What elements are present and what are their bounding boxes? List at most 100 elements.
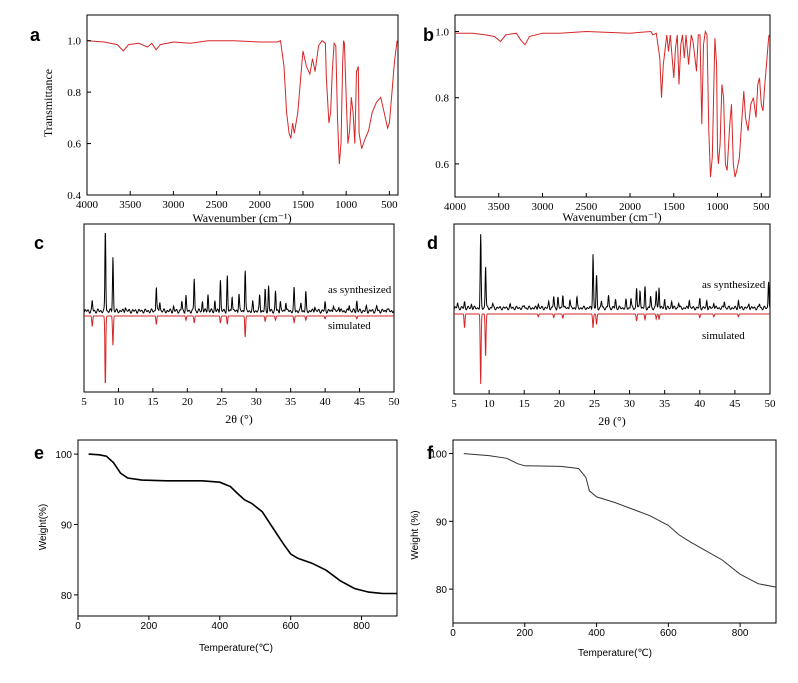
- x-tick-label: 2500: [575, 201, 598, 213]
- x-tick-label: 600: [282, 621, 299, 632]
- x-tick-label: 3000: [162, 199, 185, 211]
- x-axis-label: Wavenumber (cm⁻¹): [192, 211, 291, 225]
- x-ticks: 4000 3500 3000 2500 2000 1500 1000 500: [444, 193, 770, 213]
- x-ticks: 5 10 15 20 25 30 35 40 45 50: [451, 390, 776, 410]
- panel-label: c: [34, 233, 44, 253]
- panel-b: b 4000 3500 3000 2500 2000 1500 1000 500 0.6 0.8…: [423, 14, 771, 224]
- x-ticks: 0 200 400 600 800: [75, 616, 370, 632]
- x-tick-label: 30: [624, 398, 636, 410]
- y-ticks: 0.4 0.6 0.8 1.0: [67, 36, 91, 202]
- x-tick-label: 10: [484, 398, 496, 410]
- x-tick-label: 0: [75, 621, 81, 632]
- x-tick-label: 40: [694, 398, 706, 410]
- panel-d: d 5 10 15 20 25 30 35 40 45 50 as synthesized sim…: [427, 223, 776, 428]
- simulated-pattern: [84, 315, 394, 384]
- y-tick-label: 100: [55, 450, 72, 461]
- panel-a: a 4000 3500 3000 2500 2000 1500 1000 500 0.4 0.6…: [30, 14, 399, 225]
- x-tick-label: 5: [81, 396, 87, 408]
- x-tick-label: 1500: [663, 201, 686, 213]
- x-tick-label: 25: [216, 396, 228, 408]
- x-axis-label: Temperature(℃): [578, 648, 652, 659]
- panel-c: c 5 10 15 20 25 30 35 40 45 50 as synthesized sim…: [34, 223, 400, 426]
- plot-frame: [83, 223, 395, 393]
- x-tick-label: 200: [516, 628, 533, 639]
- panel-e: e 0 200 400 600 800 80 90 100 Temperature(℃) W…: [34, 439, 398, 654]
- x-tick-label: 10: [113, 396, 125, 408]
- x-tick-label: 3000: [532, 201, 555, 213]
- legend-as-synthesized: as synthesized: [702, 279, 766, 291]
- x-tick-label: 3500: [119, 199, 142, 211]
- x-tick-label: 800: [732, 628, 749, 639]
- x-tick-label: 3500: [488, 201, 511, 213]
- x-tick-label: 1000: [335, 199, 358, 211]
- x-tick-label: 45: [729, 398, 741, 410]
- x-axis-label: 2θ (°): [598, 414, 626, 428]
- x-tick-label: 400: [588, 628, 605, 639]
- y-tick-label: 90: [61, 520, 73, 531]
- x-tick-label: 35: [659, 398, 671, 410]
- plot-frame: [452, 439, 777, 624]
- plot-frame: [86, 14, 399, 196]
- ir-spectrum-line: [455, 29, 770, 178]
- y-tick-label: 100: [430, 450, 447, 461]
- y-axis-label: Weight (%): [410, 510, 421, 559]
- x-axis-label: Wavenumber (cm⁻¹): [562, 210, 661, 224]
- x-ticks: 0 200 400 600 800: [450, 623, 749, 639]
- x-tick-label: 50: [389, 396, 401, 408]
- x-tick-label: 20: [182, 396, 194, 408]
- y-tick-label: 0.8: [67, 87, 81, 99]
- y-tick-label: 1.0: [435, 27, 449, 39]
- x-tick-label: 45: [354, 396, 366, 408]
- x-tick-label: 15: [519, 398, 531, 410]
- tga-curve: [88, 453, 397, 595]
- x-tick-label: 25: [589, 398, 601, 410]
- simulated-pattern: [454, 313, 770, 385]
- plot-frame: [77, 439, 398, 617]
- x-tick-label: 400: [211, 621, 228, 632]
- x-tick-label: 5: [451, 398, 457, 410]
- y-axis-label: Transmittance: [41, 69, 55, 137]
- as-synthesized-pattern: [453, 234, 771, 311]
- x-tick-label: 500: [753, 201, 770, 213]
- x-axis-label: Temperature(℃): [199, 643, 273, 654]
- x-ticks: 4000 3500 3000 2500 2000 1500 1000 500: [76, 191, 398, 211]
- x-tick-label: 30: [251, 396, 263, 408]
- x-tick-label: 600: [660, 628, 677, 639]
- x-tick-label: 1000: [707, 201, 730, 213]
- y-ticks: 80 90 100: [430, 450, 453, 596]
- x-ticks: 5 10 15 20 25 30 35 40 45 50: [81, 388, 400, 408]
- x-tick-label: 4000: [444, 201, 467, 213]
- tga-curve: [463, 453, 777, 588]
- y-tick-label: 80: [61, 591, 73, 602]
- plot-frame: [454, 14, 771, 198]
- x-tick-label: 2000: [249, 199, 272, 211]
- panel-label: e: [34, 443, 44, 463]
- panel-label: f: [427, 443, 434, 463]
- y-tick-label: 1.0: [67, 36, 81, 48]
- legend-simulated: simulated: [702, 330, 745, 342]
- x-tick-label: 500: [381, 199, 398, 211]
- legend-simulated: simulated: [328, 320, 371, 332]
- y-tick-label: 0.4: [67, 190, 81, 202]
- x-tick-label: 20: [554, 398, 566, 410]
- y-ticks: 0.6 0.8 1.0: [435, 27, 459, 171]
- y-tick-label: 0.6: [67, 139, 81, 151]
- panel-f: f 0 200 400 600 800 80 90 100 Temperature(℃) W…: [410, 439, 777, 659]
- x-tick-label: 50: [765, 398, 777, 410]
- x-tick-label: 35: [285, 396, 297, 408]
- x-tick-label: 4000: [76, 199, 99, 211]
- x-tick-label: 2500: [206, 199, 229, 211]
- y-tick-label: 90: [436, 517, 448, 528]
- x-tick-label: 200: [141, 621, 158, 632]
- x-tick-label: 1500: [292, 199, 315, 211]
- x-tick-label: 15: [147, 396, 159, 408]
- x-tick-label: 2000: [619, 201, 642, 213]
- as-synthesized-pattern: [83, 232, 395, 314]
- panel-label: d: [427, 233, 438, 253]
- y-ticks: 80 90 100: [55, 450, 78, 602]
- ir-spectrum-line: [86, 39, 398, 165]
- y-tick-label: 0.6: [435, 159, 449, 171]
- y-tick-label: 0.8: [435, 93, 449, 105]
- y-tick-label: 80: [436, 585, 448, 596]
- legend-as-synthesized: as synthesized: [328, 284, 392, 296]
